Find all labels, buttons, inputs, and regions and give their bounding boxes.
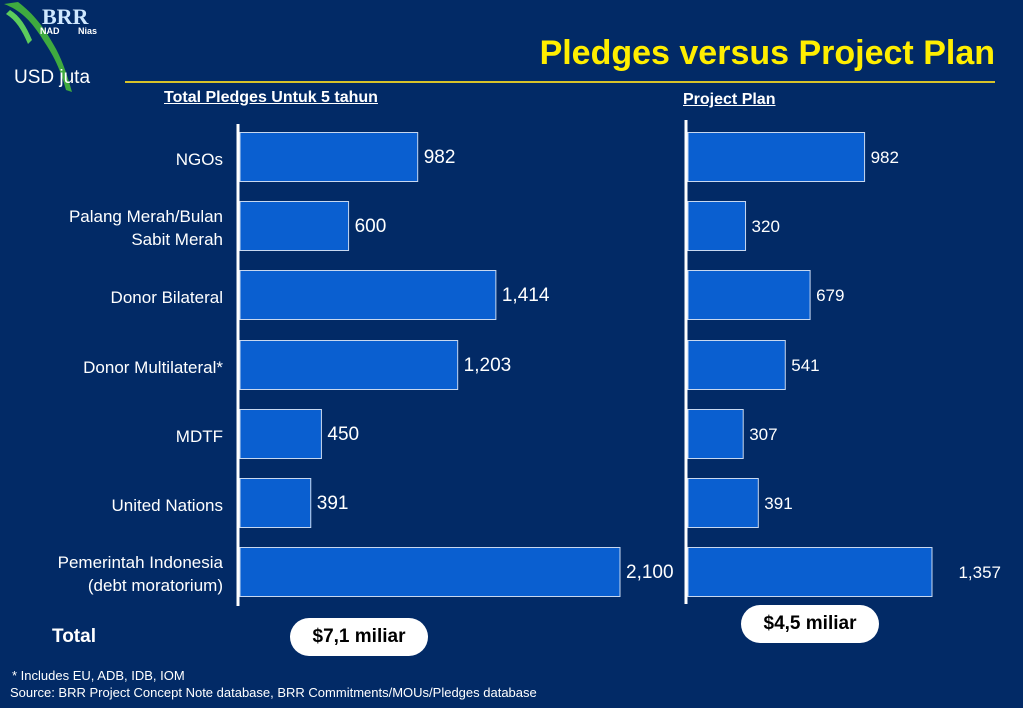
category-label-line: NGOs (175, 149, 223, 169)
category-label-line: (debt moratorium) (87, 576, 223, 595)
bar-value-label: 2,100 (626, 562, 674, 583)
category-label: United Nations (0, 494, 223, 517)
category-label-line: Palang Merah/Bulan (68, 207, 223, 226)
category-label: Pemerintah Indonesia (debt moratorium) (0, 551, 223, 597)
bar (687, 132, 866, 182)
bar-value-label: 450 (327, 424, 359, 445)
source-note: Source: BRR Project Concept Note databas… (10, 685, 537, 700)
bar-value-label: 391 (317, 493, 349, 514)
page-title: Pledges versus Project Plan (539, 34, 995, 72)
plan-panel-title: Project Plan (683, 91, 776, 108)
bar (687, 547, 933, 597)
bar-value-label: 320 (752, 217, 780, 236)
bar (239, 132, 419, 182)
category-label-line: Sabit Merah (131, 230, 223, 249)
total-label: Total (52, 626, 96, 647)
bar-value-label: 600 (355, 216, 387, 237)
bar-value-label: 679 (816, 286, 844, 305)
logo-subtext-left: NAD (40, 26, 60, 36)
bar-value-label: 307 (749, 425, 777, 444)
footnote: * Includes EU, ADB, IDB, IOM (12, 668, 185, 683)
bar (687, 478, 759, 528)
bar (687, 409, 744, 459)
bar (687, 340, 786, 390)
category-label: Palang Merah/Bulan Sabit Merah (0, 205, 223, 251)
bar-value-label: 391 (764, 494, 792, 513)
pledges-panel-title: Total Pledges Untuk 5 tahun (164, 89, 378, 106)
category-label-line: United Nations (111, 495, 223, 515)
category-label: NGOs (0, 148, 223, 171)
bar (239, 201, 350, 251)
brr-logo: BRR NAD Nias (4, 2, 97, 92)
category-label-line: Donor Bilateral (110, 287, 223, 307)
bar (687, 270, 811, 320)
logo-text: BRR (42, 4, 90, 29)
bar-value-label: 541 (791, 356, 819, 375)
pledges-total-badge: $7,1 miliar (290, 618, 428, 656)
category-label: Donor Multilateral* (0, 356, 223, 379)
category-label-line: Pemerintah Indonesia (57, 553, 223, 572)
category-label-line: Donor Multilateral* (83, 357, 223, 377)
category-label: MDTF (0, 425, 223, 448)
bar-value-label: 1,357 (958, 563, 1001, 582)
bar-value-label: 1,203 (464, 355, 512, 376)
bar (239, 547, 621, 597)
bar-value-label: 1,414 (502, 285, 550, 306)
bar (239, 409, 322, 459)
bar-value-label: 982 (424, 147, 456, 168)
category-label: Donor Bilateral (0, 286, 223, 309)
category-label-line: MDTF (175, 426, 223, 446)
bar-value-label: 982 (871, 148, 899, 167)
plan-total-badge: $4,5 miliar (741, 605, 879, 643)
bar (239, 270, 497, 320)
bar (239, 340, 459, 390)
logo-subtext-right: Nias (78, 26, 97, 36)
title-rule (125, 81, 995, 83)
unit-label: USD juta (14, 67, 91, 88)
bar (239, 478, 312, 528)
bar (687, 201, 747, 251)
